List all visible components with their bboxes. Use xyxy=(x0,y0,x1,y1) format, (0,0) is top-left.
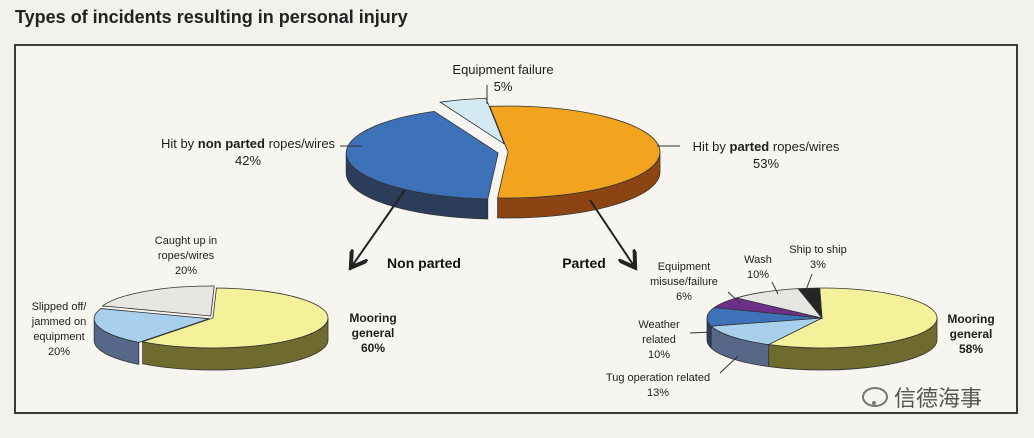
pie-slice xyxy=(735,288,824,319)
pie-slice xyxy=(710,317,823,345)
pie-slice xyxy=(101,285,215,317)
slice-label: Ship to ship 3% xyxy=(789,244,846,271)
slice-label: Tug operation related 13% xyxy=(606,372,710,399)
non-parted-title: Non parted xyxy=(387,255,461,271)
connector-arrows xyxy=(340,85,813,374)
pie-slice xyxy=(767,287,938,349)
parted-pie-chart xyxy=(706,287,938,371)
pie-slice xyxy=(797,287,823,320)
slice-label: Hit by non parted ropes/wires 42% xyxy=(161,136,336,168)
leader-line xyxy=(805,273,813,291)
slice-label: Weather related 10% xyxy=(638,319,680,361)
slice-label: Equipment failure 5% xyxy=(452,62,553,94)
slice-label: Wash 10% xyxy=(744,254,772,281)
slice-label: Hit by parted ropes/wires 53% xyxy=(693,139,840,171)
non-parted-arrow xyxy=(352,189,406,266)
slice-label: Mooring general 58% xyxy=(947,312,994,356)
wechat-icon xyxy=(862,387,888,407)
pie-slice xyxy=(345,110,499,200)
slice-label: Caught up in ropes/wires 20% xyxy=(155,235,217,277)
parted-arrow xyxy=(589,199,634,266)
leader-line xyxy=(771,281,779,295)
slice-label: Slipped off/jammed on equipment 20% xyxy=(31,301,88,358)
slice-label: Equipment misuse/failure 6% xyxy=(650,261,718,303)
chart-title: Types of incidents resulting in personal… xyxy=(15,7,408,27)
leader-line xyxy=(719,355,739,374)
pie-slice xyxy=(439,97,506,145)
watermark-text: 信德海事 xyxy=(894,387,983,412)
main-pie-chart xyxy=(345,97,661,220)
pie-slice xyxy=(93,308,210,343)
watermark: 信德海事 xyxy=(862,384,983,412)
non-parted-pie-chart xyxy=(93,285,329,371)
leader-line xyxy=(689,331,712,334)
pie-slice xyxy=(141,287,329,349)
slice-label: Mooring general 60% xyxy=(349,311,396,355)
pie-slice xyxy=(489,105,661,199)
parted-title: Parted xyxy=(562,255,606,271)
chart-labels: Hit by parted ropes/wires 53% Hit by non p… xyxy=(31,62,995,399)
leader-line xyxy=(727,291,741,304)
